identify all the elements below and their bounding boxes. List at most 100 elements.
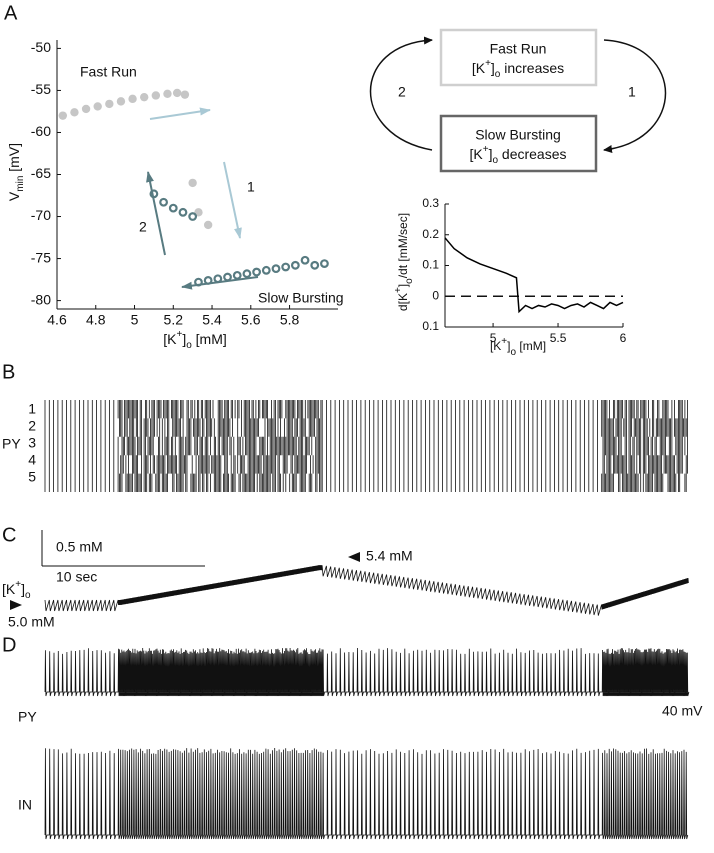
- y-tick-label: -65: [31, 165, 51, 181]
- point: [151, 91, 161, 100]
- text-part: increases: [500, 60, 564, 76]
- text-part: o: [492, 155, 498, 166]
- in-trace: [44, 747, 689, 840]
- text-part: +: [176, 329, 182, 340]
- y-tick-label: -60: [31, 123, 51, 139]
- text-part: +: [393, 287, 404, 293]
- panel-label: B: [2, 361, 15, 383]
- point: [213, 274, 223, 284]
- state-text: [K+]o decreases: [469, 144, 566, 166]
- text-part: +: [483, 144, 489, 155]
- panel-label: C: [2, 524, 16, 546]
- level-label: 5.0 mM: [8, 614, 55, 630]
- row-label: 5: [28, 469, 36, 485]
- x-tick-label: 4.6: [47, 312, 67, 328]
- text-part: [K: [163, 331, 177, 347]
- point: [290, 260, 300, 270]
- point: [223, 272, 232, 282]
- text-part: [K: [490, 339, 501, 353]
- text-part: ]: [491, 60, 495, 76]
- text-part: +: [501, 336, 507, 347]
- text-part: /dt [mM/sec]: [396, 213, 410, 278]
- trace-label: PY: [18, 709, 37, 725]
- point: [159, 197, 168, 207]
- text-part: decreases: [498, 146, 566, 162]
- text-part: ]: [21, 581, 25, 597]
- text-part: ]: [507, 339, 510, 353]
- text-part: o: [404, 278, 415, 284]
- point: [242, 269, 252, 279]
- x-tick-label: 5.8: [280, 312, 300, 328]
- point: [178, 207, 188, 217]
- y-tick-label: -70: [31, 207, 51, 223]
- arrow: [223, 161, 242, 239]
- scale-label: 0.5 mM: [56, 539, 103, 555]
- state-box: [439, 28, 598, 87]
- text-part: [mM]: [516, 339, 546, 353]
- py-trace: [44, 647, 690, 697]
- scale-label: 10 sec: [56, 569, 97, 585]
- row-label: 1: [28, 401, 36, 417]
- y-tick-label: 0: [432, 288, 439, 302]
- point: [188, 178, 197, 188]
- y-tick-label: 0.3: [422, 196, 439, 210]
- arrow: [149, 107, 211, 120]
- point: [128, 94, 137, 104]
- text-part: min: [15, 176, 26, 192]
- raster-label: PY: [2, 436, 21, 452]
- spike-lines: [44, 400, 688, 492]
- y-tick-label: -80: [31, 291, 51, 307]
- text-part: o: [186, 340, 192, 351]
- arrow: [146, 171, 166, 256]
- transition-arrow: [369, 36, 433, 151]
- text-part: o: [25, 590, 31, 601]
- point: [203, 220, 213, 230]
- point: [163, 89, 172, 99]
- text-part: [K: [2, 581, 16, 597]
- y-tick-label: -55: [31, 81, 51, 97]
- text-part: [K: [472, 60, 486, 76]
- state-title: Fast Run: [490, 41, 547, 57]
- point: [58, 111, 68, 120]
- scale-label: 40 mV: [662, 703, 703, 719]
- y-tick-label: 0.2: [422, 227, 439, 241]
- series-label: Fast Run: [80, 64, 137, 80]
- y-axis-label: d[K+]o/dt [mM/sec]: [393, 213, 415, 311]
- state-text: [K+]o increases: [472, 58, 564, 80]
- transition-label: 2: [398, 84, 406, 100]
- row-label: 2: [28, 418, 36, 434]
- x-tick-label: 5.5: [550, 331, 567, 345]
- transition-label: 1: [628, 84, 636, 100]
- row-label: 4: [28, 452, 36, 468]
- text-part: d[K: [396, 293, 410, 311]
- point: [203, 276, 213, 285]
- point: [70, 108, 79, 117]
- state-title: Slow Bursting: [475, 127, 561, 143]
- trace-label: [K+]o: [2, 579, 31, 601]
- panel-labels: A B C D: [2, 2, 18, 656]
- x-tick-label: 5.2: [164, 312, 184, 328]
- point: [300, 255, 310, 265]
- point: [149, 189, 159, 199]
- x-tick-label: 5.6: [241, 312, 261, 328]
- text-part: +: [15, 579, 21, 590]
- level-label: 5.4 mM: [366, 548, 413, 564]
- line: [444, 237, 624, 314]
- annotation: 1: [247, 179, 255, 195]
- x-tick-label: 4.8: [86, 312, 106, 328]
- point: [116, 97, 126, 106]
- point: [320, 259, 329, 269]
- x-tick-label: 5: [131, 312, 139, 328]
- point: [168, 203, 178, 213]
- text-part: +: [485, 58, 491, 69]
- point: [310, 260, 320, 270]
- panel-label: A: [4, 2, 18, 24]
- text-part: ]: [396, 284, 410, 287]
- point: [194, 277, 203, 287]
- point: [180, 90, 190, 99]
- point: [140, 92, 149, 102]
- potassium-trace: [44, 565, 689, 616]
- text-part: o: [510, 347, 516, 358]
- point: [232, 270, 242, 280]
- point: [281, 262, 291, 272]
